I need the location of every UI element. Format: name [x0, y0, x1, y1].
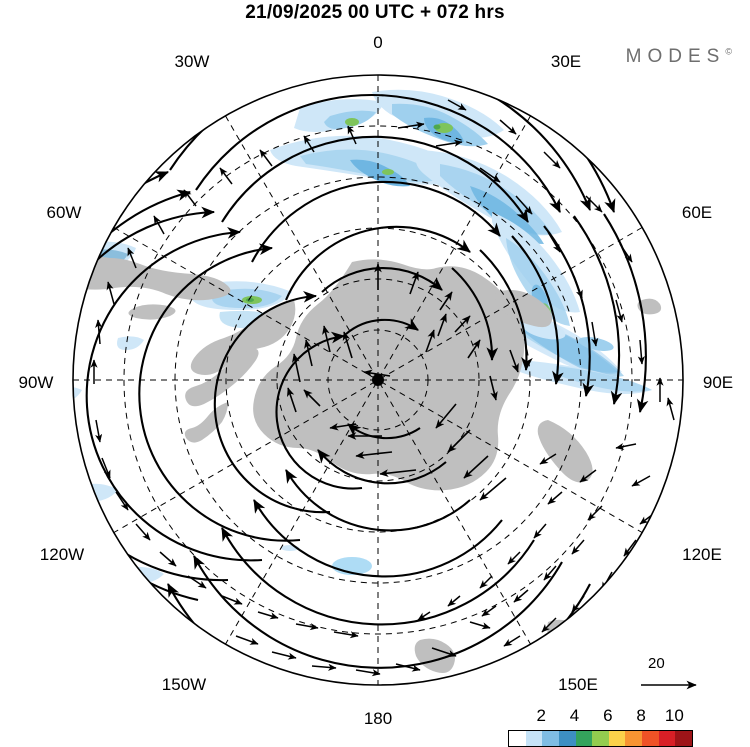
lon-label-90e: 90E	[703, 373, 733, 392]
colorbar-band-1	[525, 731, 543, 746]
colorbar-band-0	[509, 731, 526, 746]
colorbar-band-8	[642, 731, 659, 746]
longitude-labels: 0 30E 60E 90E 120E 150E 180 150W 120W 90…	[19, 33, 734, 728]
colorbar-band-4	[575, 731, 593, 746]
colorbar-tick-10: 10	[664, 706, 684, 725]
brand-text: MODES	[625, 46, 726, 67]
lon-label-120e: 120E	[682, 545, 722, 564]
lon-label-180: 180	[364, 709, 392, 728]
copyright-icon: ©	[725, 46, 732, 57]
vector-scale-arrow-icon	[641, 680, 697, 690]
colorbar-band-10	[675, 731, 693, 746]
colorbar-band-2	[542, 731, 559, 746]
colorbar-tick-4: 4	[569, 706, 580, 725]
lon-label-150e: 150E	[558, 675, 598, 694]
map-boundary-circle	[72, 74, 684, 686]
lon-label-0: 0	[373, 33, 382, 52]
lon-label-60w: 60W	[47, 203, 82, 222]
south-pole-marker	[372, 374, 384, 386]
colorbar-band-6	[608, 731, 626, 746]
lon-label-150w: 150W	[162, 675, 206, 694]
modes-logo: MODES©	[626, 46, 732, 68]
vector-scale-legend: 20	[640, 655, 710, 695]
lon-label-30e: 30E	[551, 52, 581, 71]
longitude-gridlines	[73, 75, 683, 685]
lon-label-60e: 60E	[682, 203, 712, 222]
lon-label-90w: 90W	[19, 373, 54, 392]
colorbar-band-5	[592, 731, 609, 746]
colorbar	[508, 730, 693, 747]
colorbar-labels: 2 4 6 8 10	[508, 706, 691, 728]
colorbar-tick-6: 6	[603, 706, 613, 725]
colorbar-tick-2: 2	[536, 706, 546, 725]
colorbar-band-7	[625, 731, 643, 746]
colorbar-band-9	[658, 731, 676, 746]
vector-scale-label: 20	[648, 655, 665, 672]
colorbar-band-3	[558, 731, 576, 746]
lon-label-30w: 30W	[175, 52, 210, 71]
lon-label-120w: 120W	[40, 545, 84, 564]
colorbar-tick-8: 8	[636, 706, 646, 725]
page-title: 21/09/2025 00 UTC + 072 hrs	[245, 2, 505, 23]
